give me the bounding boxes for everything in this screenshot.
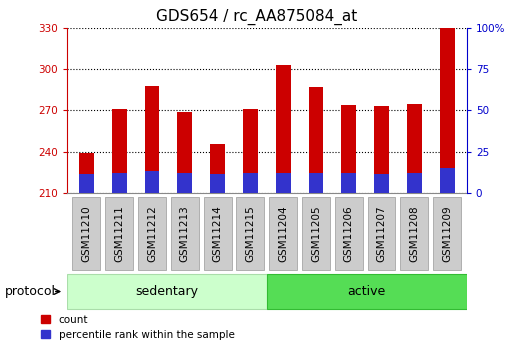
- Bar: [440, 28, 455, 193]
- Bar: [243, 109, 258, 193]
- FancyBboxPatch shape: [401, 197, 428, 270]
- FancyBboxPatch shape: [269, 197, 297, 270]
- Text: GSM11213: GSM11213: [180, 205, 190, 262]
- Text: GSM11209: GSM11209: [442, 205, 452, 262]
- FancyBboxPatch shape: [138, 197, 166, 270]
- Bar: [341, 105, 356, 193]
- Bar: [79, 153, 94, 193]
- Bar: [407, 172, 422, 193]
- Text: GSM11204: GSM11204: [278, 205, 288, 262]
- Text: GSM11214: GSM11214: [212, 205, 223, 262]
- FancyBboxPatch shape: [236, 197, 264, 270]
- Bar: [112, 172, 127, 193]
- Bar: [276, 172, 290, 193]
- FancyBboxPatch shape: [302, 197, 330, 270]
- Bar: [210, 174, 225, 193]
- Text: GDS654 / rc_AA875084_at: GDS654 / rc_AA875084_at: [156, 9, 357, 25]
- Text: GSM11210: GSM11210: [82, 205, 91, 262]
- Bar: [210, 144, 225, 193]
- Bar: [374, 174, 389, 193]
- FancyBboxPatch shape: [72, 197, 101, 270]
- Bar: [79, 174, 94, 193]
- Text: active: active: [348, 285, 386, 298]
- Text: GSM11215: GSM11215: [245, 205, 255, 262]
- Bar: [145, 171, 160, 193]
- Bar: [243, 172, 258, 193]
- Text: GSM11208: GSM11208: [409, 205, 419, 262]
- Text: GSM11205: GSM11205: [311, 205, 321, 262]
- Bar: [112, 109, 127, 193]
- Text: protocol: protocol: [5, 285, 56, 298]
- Bar: [374, 106, 389, 193]
- FancyBboxPatch shape: [67, 274, 267, 309]
- Legend: count, percentile rank within the sample: count, percentile rank within the sample: [41, 315, 235, 340]
- Bar: [177, 172, 192, 193]
- Bar: [145, 86, 160, 193]
- FancyBboxPatch shape: [368, 197, 396, 270]
- Text: GSM11206: GSM11206: [344, 205, 354, 262]
- Bar: [276, 65, 290, 193]
- Bar: [177, 112, 192, 193]
- FancyBboxPatch shape: [267, 274, 467, 309]
- Bar: [309, 87, 323, 193]
- Bar: [440, 168, 455, 193]
- FancyBboxPatch shape: [204, 197, 231, 270]
- FancyBboxPatch shape: [433, 197, 461, 270]
- Text: sedentary: sedentary: [135, 285, 198, 298]
- Text: GSM11207: GSM11207: [377, 205, 387, 262]
- FancyBboxPatch shape: [335, 197, 363, 270]
- Bar: [309, 172, 323, 193]
- FancyBboxPatch shape: [171, 197, 199, 270]
- Text: GSM11212: GSM11212: [147, 205, 157, 262]
- Bar: [407, 104, 422, 193]
- Bar: [341, 172, 356, 193]
- FancyBboxPatch shape: [105, 197, 133, 270]
- Text: GSM11211: GSM11211: [114, 205, 124, 262]
